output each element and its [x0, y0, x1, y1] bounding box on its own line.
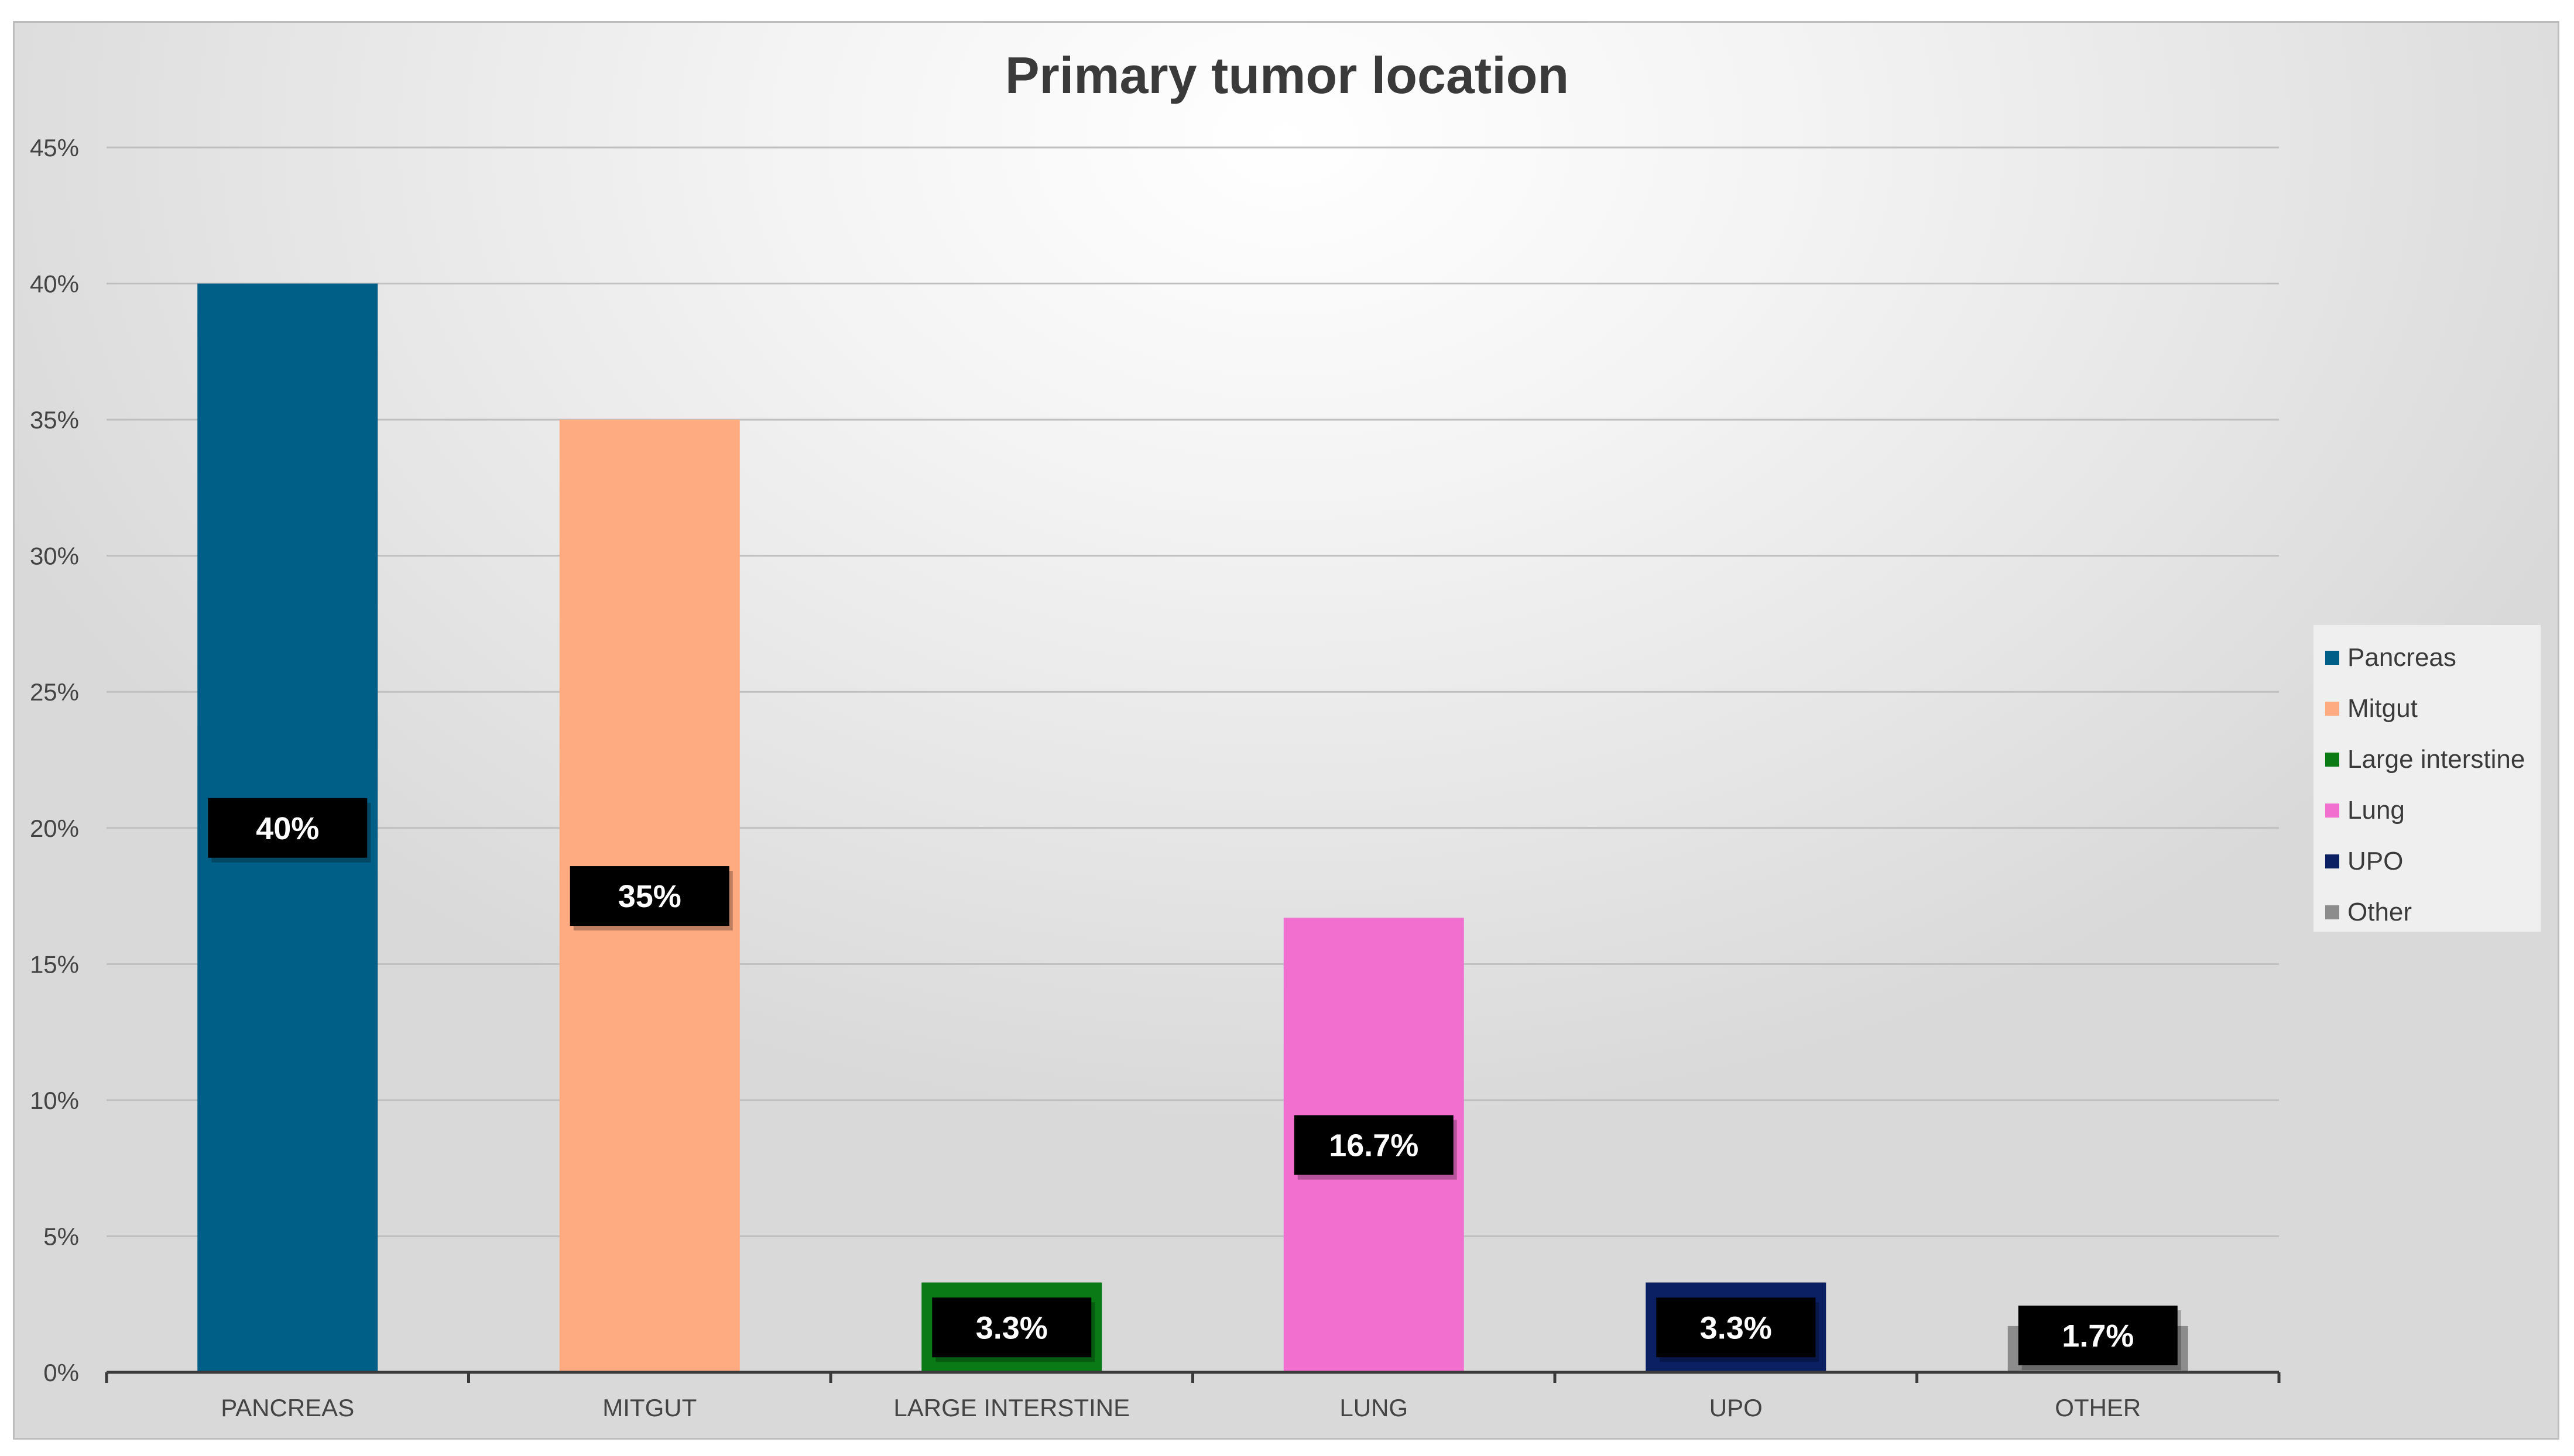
y-tick-label: 15% [30, 950, 79, 978]
legend-label: Large interstine [2347, 744, 2525, 774]
y-tick-label: 30% [30, 542, 79, 570]
y-tick-label: 5% [43, 1223, 79, 1250]
legend-swatch [2325, 752, 2339, 767]
legend-swatch [2325, 854, 2339, 868]
data-label-box [208, 798, 368, 858]
legend-label: Pancreas [2347, 643, 2456, 672]
x-category-label: MITGUT [602, 1394, 697, 1421]
legend-label: UPO [2347, 846, 2404, 875]
legend-label: Mitgut [2347, 693, 2418, 723]
y-tick-label: 35% [30, 406, 79, 434]
x-category-label: LUNG [1339, 1394, 1408, 1421]
chart-title: Primary tumor location [1005, 46, 1569, 104]
legend-item: Large interstine [2325, 734, 2541, 785]
data-label-box [1294, 1115, 1454, 1175]
legend-swatch [2325, 905, 2339, 919]
y-tick-label: 20% [30, 815, 79, 842]
y-tick-label: 25% [30, 678, 79, 706]
legend-item: Other [2325, 887, 2541, 938]
data-label-box [1656, 1297, 1816, 1358]
data-label-box [932, 1297, 1092, 1358]
data-label: 3.3% [976, 1310, 1048, 1345]
data-label: 16.7% [1329, 1128, 1418, 1163]
data-label-box [570, 866, 729, 926]
y-tick-label: 10% [30, 1087, 79, 1114]
legend-swatch [2325, 701, 2339, 716]
x-category-label: OTHER [2055, 1394, 2141, 1421]
y-tick-label: 0% [43, 1359, 79, 1386]
legend-item: Lung [2325, 785, 2541, 836]
y-tick-label: 45% [30, 134, 79, 162]
legend-item: UPO [2325, 836, 2541, 887]
x-category-label: PANCREAS [221, 1394, 354, 1421]
data-label: 1.7% [2062, 1318, 2134, 1354]
data-label: 35% [618, 879, 681, 914]
chart-legend: Pancreas Mitgut Large interstine Lung UPO Oth… [2313, 625, 2541, 932]
data-label: 3.3% [1700, 1310, 1772, 1345]
legend-swatch [2325, 650, 2339, 665]
x-category-label: LARGE INTERSTINE [893, 1394, 1130, 1421]
data-label: 40% [256, 811, 319, 846]
x-category-label: UPO [1709, 1394, 1763, 1421]
legend-label: Other [2347, 897, 2412, 926]
legend-item: Mitgut [2325, 683, 2541, 734]
legend-label: Lung [2347, 795, 2405, 825]
legend-item: Pancreas [2325, 632, 2541, 683]
y-tick-label: 40% [30, 270, 79, 298]
legend-swatch [2325, 803, 2339, 818]
data-label-box [2018, 1306, 2178, 1365]
